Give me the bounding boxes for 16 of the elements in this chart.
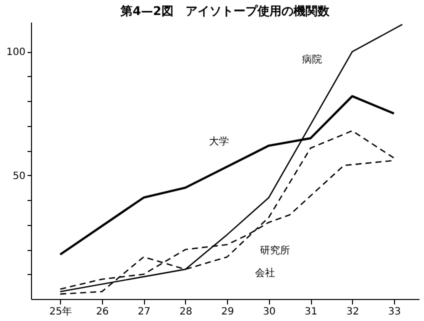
chart-title: 第4—2図 アイソトープ使用の機関数: [120, 4, 330, 18]
x-tick-label: 25年: [49, 306, 72, 318]
x-tick-label: 31: [304, 306, 318, 318]
x-tick-label: 29: [221, 306, 234, 318]
text: 会社: [255, 266, 276, 279]
y-tick-label: 50: [12, 170, 26, 182]
series-label: 研究所: [260, 244, 290, 257]
x-tick-label: 26: [96, 306, 109, 318]
series-label: 大学: [208, 136, 229, 148]
series-label: 病院: [302, 54, 322, 66]
x-tick-label: 27: [138, 306, 151, 318]
y-tick-label: 100: [6, 47, 26, 58]
x-tick-label: 30: [262, 306, 276, 318]
x-tick-label: 28: [180, 306, 192, 318]
x-tick-label: 32: [346, 306, 360, 318]
x-tick-label: 33: [388, 306, 401, 318]
